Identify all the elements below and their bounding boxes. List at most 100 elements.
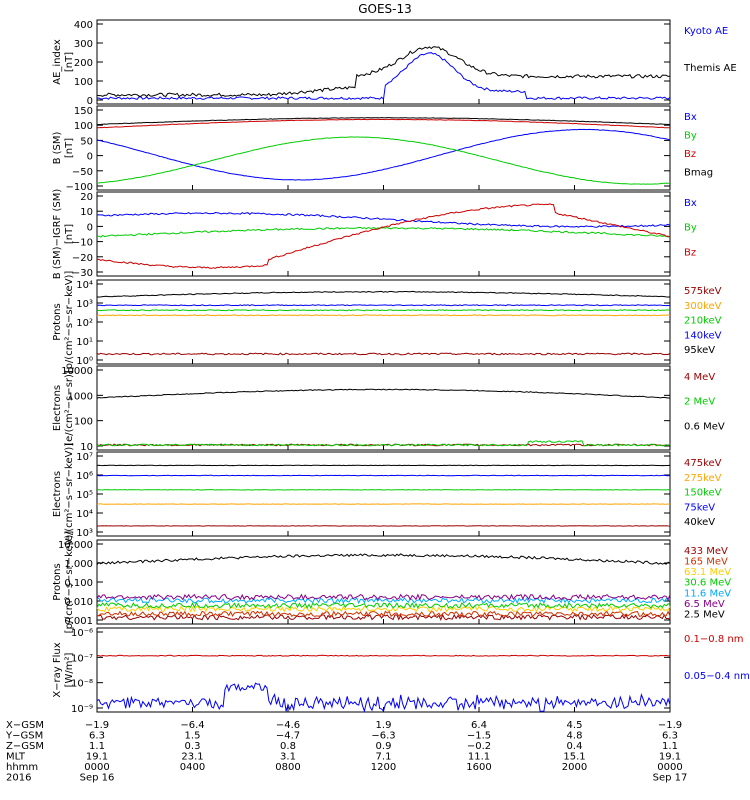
y-tick-label: 10⁵: [76, 490, 93, 501]
series-line-210kev: [96, 309, 671, 312]
y-tick-label: −100: [66, 182, 93, 193]
panel-4: 10⁰ 10¹ 10² 10³ 10⁴ Protons [p/(cm²−s−sr−keV)]…: [52, 271, 722, 374]
y-tick-label: 10⁻⁸: [71, 679, 93, 690]
y-tick-label: −50: [72, 167, 93, 178]
orbit-cell: 7.1: [376, 752, 392, 763]
series-line-30-6-mev: [96, 601, 671, 610]
orbit-cell: 1.1: [662, 741, 678, 752]
y-tick-label: 100: [74, 417, 93, 428]
y-axis-label: B (SM): [52, 131, 63, 164]
legend-entry: 475keV: [684, 458, 722, 469]
orbit-cell: 11.1: [468, 752, 490, 763]
panel-7: 0.001 0.010 0.100 1.000 10.000 Protons [p/(cm²…: [52, 531, 731, 634]
panel-8: 10⁻⁹ 10⁻⁸ 10⁻⁷ 10⁻⁶ X−ray Flux [W/m²] 0.1−0.8 …: [52, 627, 750, 715]
series-line-11-6-mev: [96, 596, 671, 605]
series-line-by: [97, 136, 671, 185]
y-tick-label: 100: [74, 77, 93, 88]
panel-3: −30 −20 −10 0 10 20 B (SM)−IGRF (SM) [nT] Bx By Bz: [52, 189, 697, 280]
orbit-cell: 23.1: [181, 752, 203, 763]
series-line-165-mev: [96, 610, 671, 618]
y-axis-label: [p/(cm²−s−sr−keV)]: [64, 531, 75, 634]
y-tick-label: −30: [72, 268, 93, 279]
legend-entry: By: [684, 223, 697, 234]
orbit-cell: 6.3: [89, 731, 105, 742]
orbit-cell: 0.8: [280, 741, 296, 752]
orbit-cell: −1.5: [467, 731, 491, 742]
y-tick-label: 300: [74, 39, 93, 50]
y-tick-label: 400: [74, 20, 93, 31]
series-line-bz: [96, 203, 671, 269]
y-tick-label: 0: [87, 96, 93, 107]
legend-entry: 300keV: [684, 301, 722, 312]
orbit-cell: 0000: [84, 762, 109, 773]
y-tick-label: 10⁶: [76, 471, 93, 482]
orbit-row-label: Y−GSM: [5, 731, 43, 742]
legend-entry: 40keV: [684, 517, 715, 528]
series-line-4-mev: [96, 443, 671, 447]
orbit-cell: 2000: [562, 762, 587, 773]
orbit-row-label: X−GSM: [6, 720, 44, 731]
y-tick-label: −10: [72, 238, 93, 249]
panel-frame: [96, 105, 671, 191]
y-tick-label: 0.100: [64, 578, 93, 589]
orbit-cell: 1.5: [185, 731, 201, 742]
series-line-2-mev: [96, 440, 671, 447]
y-tick-label: 10.000: [58, 540, 93, 551]
legend-entry: 6.5 MeV: [684, 599, 725, 610]
orbit-cell: 15.1: [563, 752, 585, 763]
y-tick-label: 10⁻⁷: [71, 653, 93, 664]
legend-entry: 0.1−0.8 nm: [684, 634, 743, 645]
y-tick-label: 1000: [68, 391, 93, 402]
orbit-cell: 1600: [466, 762, 491, 773]
legend-entry: Kyoto AE: [684, 26, 728, 37]
y-tick-label: 10¹: [76, 337, 93, 348]
panel-5: 10 100 1000 10000 Electrons [e/(cm²−s−sr)] 4 M…: [52, 365, 725, 453]
y-tick-label: 0: [87, 222, 93, 233]
orbit-cell: 0000: [657, 762, 682, 773]
legend-entry: Bz: [684, 247, 696, 258]
series-line-140kev: [96, 304, 671, 307]
y-axis-label: B (SM)−IGRF (SM): [52, 189, 63, 280]
legend-entry: 30.6 MeV: [684, 578, 731, 589]
legend-entry: 11.6 MeV: [684, 588, 731, 599]
legend-entry: Bx: [684, 198, 697, 209]
orbit-cell: 3.1: [280, 752, 296, 763]
orbit-cell: 6.3: [662, 731, 678, 742]
y-axis-label: [nT]: [64, 52, 75, 72]
orbit-cell: 0400: [180, 762, 205, 773]
legend-entry: 95keV: [684, 345, 715, 356]
y-tick-label: 10⁻⁶: [71, 628, 93, 639]
orbit-cell: 1200: [371, 762, 396, 773]
y-tick-label: 10000: [61, 366, 93, 377]
series-line-0-1-0-8-nm: [96, 654, 671, 657]
panel-frame: [96, 365, 671, 451]
series-line-6-5-mev: [96, 593, 671, 601]
orbit-cell: 6.4: [471, 720, 487, 731]
legend-entry: Bz: [684, 149, 696, 160]
series-line-bx: [96, 128, 671, 181]
orbit-cell: −1.9: [658, 720, 682, 731]
legend-entry: 75keV: [684, 502, 715, 513]
panel-frame: [96, 627, 671, 713]
y-tick-label: 10²: [76, 318, 93, 329]
orbit-cell: 4.5: [567, 720, 583, 731]
y-tick-label: 10⁴: [76, 280, 93, 291]
panel-frame: [96, 191, 671, 277]
series-line-bx: [96, 211, 671, 228]
y-axis-label: Protons: [52, 563, 63, 600]
y-tick-label: −20: [72, 253, 93, 264]
series-line-95kev: [96, 290, 671, 298]
series-line-bmag: [96, 117, 671, 126]
orbit-row-label: Z−GSM: [6, 741, 44, 752]
panel-2: −100 −50 0 50 100 150 B (SM) [nT] Bx By Bz Bmag: [52, 105, 713, 193]
legend-entry: 575keV: [684, 286, 722, 297]
legend-entry: 0.6 MeV: [684, 421, 725, 432]
y-axis-label: Electrons: [52, 385, 63, 431]
orbit-cell: 0.4: [567, 741, 583, 752]
series-line-by: [96, 226, 671, 238]
y-axis-label: [nT]: [64, 224, 75, 244]
y-tick-label: 10: [80, 442, 93, 453]
y-axis-label: [e/(cm²−s−sr)]: [64, 370, 75, 446]
y-axis-label: X−ray Flux: [52, 642, 63, 697]
